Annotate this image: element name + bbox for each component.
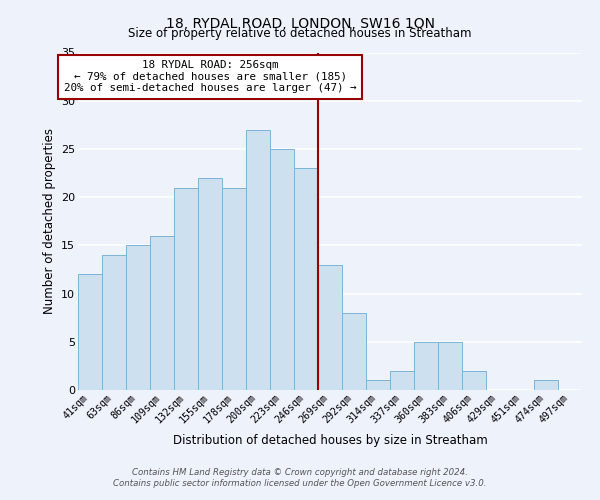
Bar bbox=[342, 313, 366, 390]
Bar bbox=[270, 149, 294, 390]
Bar bbox=[246, 130, 270, 390]
Text: Contains HM Land Registry data © Crown copyright and database right 2024.
Contai: Contains HM Land Registry data © Crown c… bbox=[113, 468, 487, 487]
Bar bbox=[390, 370, 414, 390]
Bar bbox=[78, 274, 102, 390]
Bar bbox=[414, 342, 438, 390]
X-axis label: Distribution of detached houses by size in Streatham: Distribution of detached houses by size … bbox=[173, 434, 487, 446]
Y-axis label: Number of detached properties: Number of detached properties bbox=[43, 128, 56, 314]
Bar bbox=[366, 380, 390, 390]
Bar bbox=[174, 188, 198, 390]
Text: Size of property relative to detached houses in Streatham: Size of property relative to detached ho… bbox=[128, 28, 472, 40]
Bar bbox=[462, 370, 486, 390]
Bar bbox=[438, 342, 462, 390]
Text: 18, RYDAL ROAD, LONDON, SW16 1QN: 18, RYDAL ROAD, LONDON, SW16 1QN bbox=[166, 18, 434, 32]
Bar bbox=[126, 246, 150, 390]
Bar bbox=[198, 178, 222, 390]
Bar bbox=[318, 264, 342, 390]
Bar bbox=[294, 168, 318, 390]
Bar bbox=[102, 255, 126, 390]
Bar bbox=[222, 188, 246, 390]
Bar bbox=[150, 236, 174, 390]
Bar bbox=[534, 380, 558, 390]
Text: 18 RYDAL ROAD: 256sqm
← 79% of detached houses are smaller (185)
20% of semi-det: 18 RYDAL ROAD: 256sqm ← 79% of detached … bbox=[64, 60, 356, 94]
